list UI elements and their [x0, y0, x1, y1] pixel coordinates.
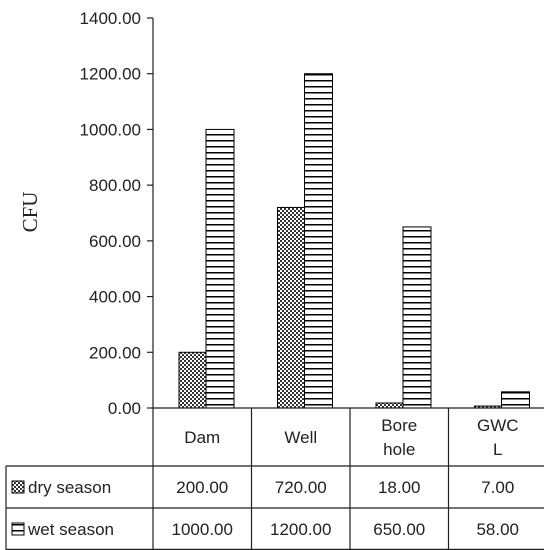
y-tick-label: 800.00: [89, 176, 141, 195]
y-tick-label: 1000.00: [80, 120, 141, 139]
y-tick-label: 1400.00: [80, 9, 141, 28]
bar-checker-0: [178, 351, 208, 409]
y-tick-label: 1200.00: [80, 65, 141, 84]
data-table-value: 58.00: [476, 520, 519, 539]
category-label: GWC: [477, 416, 519, 435]
legend-series-name: wet season: [27, 520, 114, 539]
category-label: Dam: [184, 428, 220, 447]
data-table-value: 200.00: [176, 478, 228, 497]
data-table-value: 720.00: [275, 478, 327, 497]
y-tick-label: 600.00: [89, 232, 141, 251]
legend-series-name: dry season: [28, 478, 111, 497]
category-label: L: [493, 440, 502, 459]
category-label: Well: [284, 428, 317, 447]
bar-checker-2: [375, 402, 405, 409]
legend-key-checker: [11, 480, 25, 494]
category-label: Bore: [381, 416, 417, 435]
data-table-value: 650.00: [373, 520, 425, 539]
y-tick-label: 0.00: [108, 399, 141, 418]
legend-key-horizontal-lines: [11, 522, 25, 536]
bar-checker-1: [277, 206, 306, 409]
bar-horizontal-lines-1: [304, 73, 333, 409]
bar-horizontal-lines-3: [501, 391, 530, 409]
data-table-value: 7.00: [481, 478, 514, 497]
y-axis-title: CFU: [18, 192, 42, 233]
y-tick-label: 400.00: [89, 288, 141, 307]
data-table-value: 18.00: [378, 478, 421, 497]
bar-horizontal-lines-2: [402, 226, 432, 409]
bar-horizontal-lines-0: [205, 128, 235, 409]
data-table-value: 1000.00: [172, 520, 233, 539]
data-table-value: 1200.00: [270, 520, 331, 539]
y-tick-label: 200.00: [89, 343, 141, 362]
category-label: hole: [383, 440, 415, 459]
